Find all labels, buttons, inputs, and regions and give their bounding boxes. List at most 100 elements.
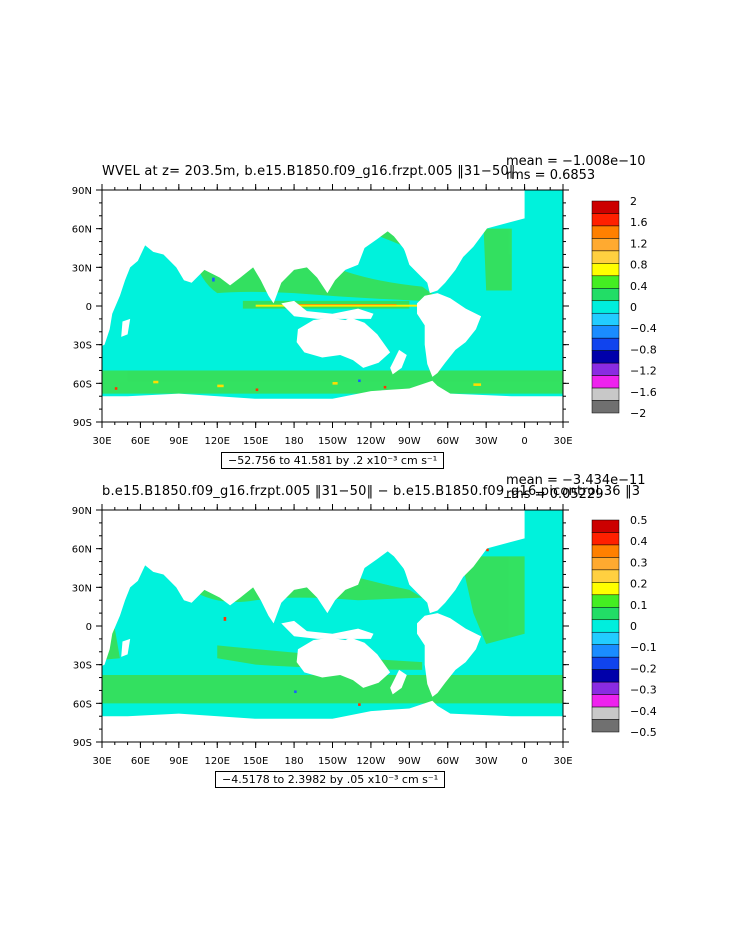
panel1-lon-label: 120E bbox=[205, 436, 230, 447]
colorbar-bin bbox=[591, 250, 620, 264]
panel1-lat-label: 90N bbox=[72, 186, 92, 197]
colorbar-label: 0 bbox=[630, 620, 637, 633]
colorbar-label: 0.2 bbox=[630, 578, 648, 591]
colorbar-label: −0.4 bbox=[630, 322, 657, 335]
colorbar-label: −2 bbox=[630, 407, 646, 420]
colorbar-label: 0.1 bbox=[630, 599, 648, 612]
colorbar-bin bbox=[591, 594, 620, 608]
panel1-lon-label: 30E bbox=[553, 436, 572, 447]
panel2-lon-label: 120E bbox=[205, 756, 230, 767]
colorbar-bin bbox=[591, 263, 620, 277]
panel2-lat-label: 90S bbox=[73, 738, 92, 749]
panel2-lon-label: 90W bbox=[398, 756, 421, 767]
colorbar-bin bbox=[591, 619, 620, 633]
colorbar-bin bbox=[591, 719, 620, 733]
panel2-lat-label: 60N bbox=[72, 545, 92, 556]
panel1-lon-label: 120W bbox=[356, 436, 385, 447]
colorbar-bin bbox=[591, 213, 620, 227]
colorbar-bin bbox=[591, 400, 620, 414]
colorbar-label: 0.4 bbox=[630, 535, 648, 548]
panel1-lon-label: 90W bbox=[398, 436, 421, 447]
panel2-rms: rms = 0.05229 bbox=[506, 487, 604, 502]
panel1-colorbar: 2 1.6 1.2 0.8 0.4 0 −0.4 −0.8 −1.2 −1.6 −2 bbox=[591, 195, 657, 420]
panel2-lon-label: 30E bbox=[92, 756, 111, 767]
panel2-lat-label: 30N bbox=[72, 583, 92, 594]
panel2-colorbar: 0.5 0.4 0.3 0.2 0.1 0 −0.1 −0.2 −0.3 −0.4 −0.5 bbox=[591, 514, 657, 739]
panel1-lat-label: 30S bbox=[73, 341, 92, 352]
panel1-lat-label: 30N bbox=[72, 263, 92, 274]
colorbar-bin bbox=[591, 644, 620, 658]
panel1-lon-label: 180 bbox=[285, 436, 304, 447]
colorbar-bin bbox=[591, 375, 620, 389]
colorbar-bin bbox=[591, 544, 620, 558]
panel1-lon-label: 0 bbox=[521, 436, 527, 447]
colorbar-bin bbox=[591, 532, 620, 546]
panel2-lon-label: 150W bbox=[318, 756, 347, 767]
colorbar-bin bbox=[591, 557, 620, 571]
panel2-lat-label: 0 bbox=[86, 622, 92, 633]
panel1-mean: mean = −1.008e−10 bbox=[506, 154, 646, 169]
colorbar-label: −0.3 bbox=[630, 684, 657, 697]
panel2-map bbox=[96, 504, 569, 748]
panel2-lon-label: 30W bbox=[475, 756, 498, 767]
panel2-lon-label: 120W bbox=[356, 756, 385, 767]
colorbar-label: 1.2 bbox=[630, 237, 648, 250]
colorbar-bin bbox=[591, 569, 620, 583]
panel1-lon-label: 30E bbox=[92, 436, 111, 447]
colorbar-bin bbox=[591, 200, 620, 214]
colorbar-label: −0.5 bbox=[630, 726, 657, 739]
panel2-lon-label: 180 bbox=[285, 756, 304, 767]
colorbar-label: 0.8 bbox=[630, 259, 648, 272]
colorbar-bin bbox=[591, 669, 620, 683]
panel1-rms: rms = 0.6853 bbox=[506, 168, 596, 183]
panel2-range-box: −4.5178 to 2.3982 by .05 x10⁻³ cm s⁻¹ bbox=[215, 771, 446, 788]
colorbar-label: 0.4 bbox=[630, 280, 648, 293]
panel2-lon-label: 150E bbox=[243, 756, 268, 767]
panel2-lon-label: 90E bbox=[169, 756, 188, 767]
panel1-lat-label: 60N bbox=[72, 225, 92, 236]
colorbar-bin bbox=[591, 225, 620, 239]
panel2-mean: mean = −3.434e−11 bbox=[506, 473, 646, 488]
colorbar-bin bbox=[591, 519, 620, 533]
panel2-lon-label: 0 bbox=[521, 756, 527, 767]
colorbar-label: 0.3 bbox=[630, 556, 648, 569]
colorbar-bin bbox=[591, 362, 620, 376]
colorbar-label: 2 bbox=[630, 195, 637, 208]
colorbar-bin bbox=[591, 312, 620, 326]
panel2-lon-label: 60W bbox=[436, 756, 459, 767]
panel1-map bbox=[96, 184, 569, 428]
panel2-lat-label: 60S bbox=[73, 699, 92, 710]
panel1-lat-label: 60S bbox=[73, 379, 92, 390]
colorbar-bin bbox=[591, 631, 620, 645]
colorbar-bin bbox=[591, 694, 620, 708]
colorbar-bin bbox=[591, 337, 620, 351]
colorbar-bin bbox=[591, 607, 620, 621]
colorbar-bin bbox=[591, 325, 620, 339]
panel2-lon-label: 30E bbox=[553, 756, 572, 767]
colorbar-label: −0.8 bbox=[630, 343, 657, 356]
colorbar-label: −1.6 bbox=[630, 386, 657, 399]
panel1-lon-label: 150E bbox=[243, 436, 268, 447]
panel1-range-box: −52.756 to 41.581 by .2 x10⁻³ cm s⁻¹ bbox=[221, 452, 445, 469]
colorbar-label: 0.5 bbox=[630, 514, 648, 527]
colorbar-bin bbox=[591, 387, 620, 401]
panel1-lon-label: 30W bbox=[475, 436, 498, 447]
panel2-lat-label: 90N bbox=[72, 506, 92, 517]
colorbar-bin bbox=[591, 681, 620, 695]
colorbar-bin bbox=[591, 656, 620, 670]
colorbar-label: 1.6 bbox=[630, 216, 648, 229]
colorbar-bin bbox=[591, 288, 620, 302]
panel1-title: WVEL at z= 203.5m, b.e15.B1850.f09_g16.f… bbox=[102, 164, 516, 179]
panel1-lon-label: 90E bbox=[169, 436, 188, 447]
colorbar-bin bbox=[591, 706, 620, 720]
panel2-lat-label: 30S bbox=[73, 661, 92, 672]
colorbar-bin bbox=[591, 238, 620, 252]
colorbar-bin bbox=[591, 275, 620, 289]
colorbar-bin bbox=[591, 300, 620, 314]
panel2-title: b.e15.B1850.f09_g16.frzpt.005 ‖31−50‖ − … bbox=[102, 484, 641, 499]
colorbar-label: −1.2 bbox=[630, 365, 657, 378]
panel1-lat-label: 90S bbox=[73, 418, 92, 429]
colorbar-label: −0.4 bbox=[630, 705, 657, 718]
panel1-lon-label: 60W bbox=[436, 436, 459, 447]
